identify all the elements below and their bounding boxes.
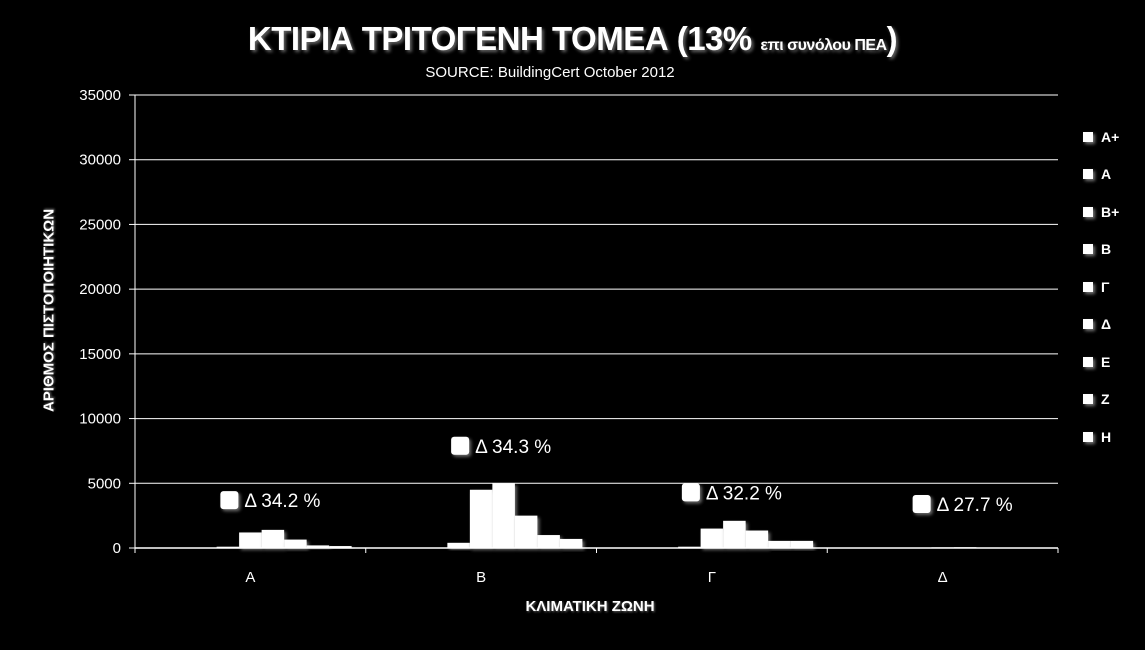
y-tick-label: 10000 [79, 411, 121, 428]
data-label-swatch [681, 483, 700, 502]
legend-item: Β [1083, 231, 1143, 269]
legend-label: Β [1101, 241, 1112, 258]
data-label-swatch [912, 494, 931, 513]
y-tick-label: 20000 [79, 281, 121, 298]
bar [261, 529, 285, 548]
legend-label: Ε [1101, 353, 1111, 370]
chart-title: ΚΤΙΡΙΑ ΤΡΙΤΟΓΕΝΗ ΤΟΜΕΑ (13% επι συνόλου … [247, 20, 898, 57]
bar [447, 542, 470, 548]
legend-item: Α+ [1083, 118, 1143, 156]
legend-label: Α [1101, 166, 1112, 183]
chart-subtitle: SOURCE: BuildingCert October 2012 [425, 64, 675, 81]
legend-swatch [1083, 281, 1093, 292]
bar [745, 530, 769, 548]
y-tick-label: 25000 [79, 216, 121, 233]
data-label: Δ 32.2 % [706, 483, 782, 504]
bar [306, 545, 330, 548]
bar [559, 538, 583, 548]
legend-label: Γ [1101, 278, 1110, 295]
data-label: Δ 27.7 % [937, 495, 1013, 516]
bar [329, 546, 352, 548]
y-axis-label: ΑΡΙΘΜΟΣ ΠΙΣΤΟΠΟΙΗΤΙΚΩΝ [40, 208, 58, 413]
legend-swatch [1083, 356, 1093, 367]
x-tick-label: Β [476, 569, 486, 586]
legend-label: Ζ [1101, 391, 1110, 408]
legend-item: Β+ [1083, 193, 1143, 231]
legend-swatch [1083, 394, 1093, 405]
legend-label: Δ [1101, 316, 1112, 333]
data-label-swatch [220, 491, 239, 510]
legend-item: Γ [1083, 268, 1143, 306]
bar [537, 535, 560, 548]
x-tick-label: Δ [938, 569, 948, 586]
data-label: Δ 34.2 % [244, 491, 320, 512]
bar [723, 520, 746, 548]
data-label: Δ 34.3 % [475, 437, 551, 458]
x-tick-label: Γ [708, 569, 716, 586]
bar [700, 528, 724, 548]
legend-item: Δ [1083, 306, 1143, 344]
bar [239, 532, 262, 548]
legend-item: Η [1083, 418, 1143, 456]
legend-item: Ζ [1083, 381, 1143, 419]
legend-swatch [1083, 206, 1093, 217]
data-label-swatch [451, 436, 470, 455]
y-tick-label: 35000 [79, 87, 121, 104]
y-tick-label: 5000 [88, 475, 121, 492]
y-tick-label: 30000 [79, 152, 121, 169]
legend-label: Β+ [1101, 203, 1120, 220]
bar [514, 515, 538, 548]
legend-swatch [1083, 169, 1093, 180]
bar [492, 483, 515, 548]
legend: Α+ Α Β+ Β Γ Δ Ε Ζ Η [1083, 118, 1143, 456]
y-tick-label: 15000 [79, 346, 121, 363]
bar [469, 489, 493, 548]
legend-swatch [1083, 244, 1093, 255]
legend-item: Ε [1083, 343, 1143, 381]
legend-label: Η [1101, 428, 1112, 445]
bar [284, 539, 307, 548]
legend-label: Α+ [1101, 128, 1120, 145]
y-tick-label: 0 [113, 540, 121, 557]
bar [790, 540, 814, 548]
legend-item: Α [1083, 156, 1143, 194]
legend-swatch [1083, 131, 1093, 142]
bar [768, 540, 791, 548]
legend-swatch [1083, 319, 1093, 330]
legend-swatch [1083, 431, 1093, 442]
x-axis-label: ΚΛΙΜΑΤΙΚΗ ΖΩΝΗ [525, 598, 655, 615]
x-tick-label: Α [245, 569, 255, 586]
